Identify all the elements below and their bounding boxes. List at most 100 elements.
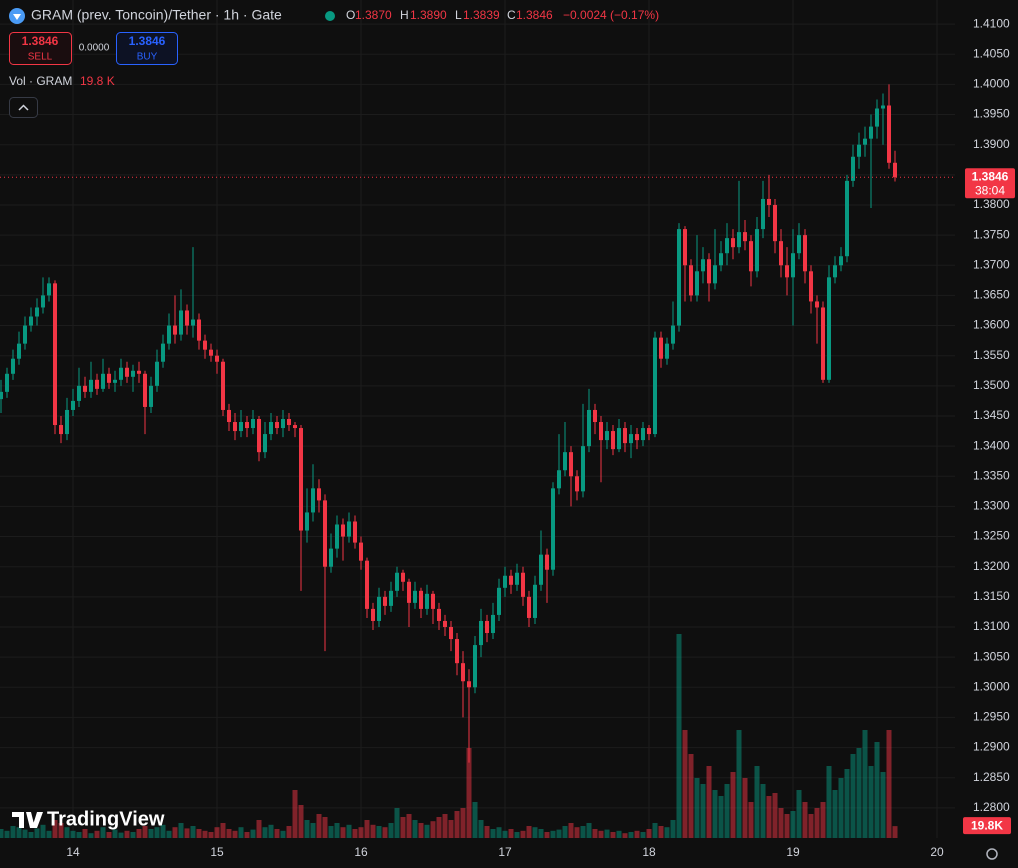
y-tick-label: 1.4100 (973, 16, 1010, 30)
collapse-button[interactable] (9, 97, 38, 118)
candle-body (641, 428, 645, 441)
candle-body (299, 428, 303, 531)
volume-bar (850, 754, 856, 838)
candle-body (209, 349, 213, 356)
y-tick-label: 1.3350 (973, 468, 1010, 482)
volume-bar (736, 730, 742, 838)
volume-bar (472, 802, 478, 838)
volume-bar (526, 826, 532, 838)
volume-badge (963, 817, 1011, 835)
volume-bar (280, 830, 286, 838)
candle-body (503, 575, 507, 588)
y-tick-label: 1.3100 (973, 619, 1010, 633)
buy-button[interactable] (116, 32, 178, 65)
candle-body (113, 379, 117, 383)
volume-bar (106, 832, 112, 838)
sell-button[interactable] (9, 32, 72, 65)
volume-bar (34, 828, 40, 838)
volume-bar (346, 824, 352, 838)
candle-body (35, 307, 39, 317)
candle-body (863, 138, 867, 145)
candle-body (581, 446, 585, 492)
candle-body (221, 361, 225, 410)
volume-pane (0, 634, 898, 838)
y-tick-label: 1.3200 (973, 559, 1010, 573)
candle-body (893, 162, 897, 178)
volume-bar (700, 784, 706, 838)
candle-body (287, 419, 291, 426)
candle-body (173, 325, 177, 335)
volume-bar (430, 821, 436, 838)
candle-body (71, 400, 75, 410)
candle-body (473, 645, 477, 688)
candle-body (887, 105, 891, 163)
volume-bar (0, 829, 4, 838)
candle-body (449, 626, 453, 640)
volume-bar (838, 778, 844, 838)
x-tick-label: 19 (786, 845, 800, 859)
volume-bar (796, 790, 802, 838)
candle-body (569, 452, 573, 477)
y-tick-label: 1.2950 (973, 710, 1010, 724)
volume-bar (826, 766, 832, 838)
volume-bar (874, 742, 880, 838)
candle-body (683, 229, 687, 266)
candle-body (521, 572, 525, 597)
candle-body (851, 156, 855, 181)
volume-bar (328, 826, 334, 838)
candle-body (563, 452, 567, 471)
candle-body (245, 422, 249, 429)
candle-body (797, 235, 801, 254)
volume-bar (748, 802, 754, 838)
candle-body (533, 584, 537, 618)
logo-text: TradingView (47, 808, 165, 830)
candle-body (95, 379, 99, 389)
volume-bar (832, 790, 838, 838)
volume-bar (52, 820, 58, 838)
volume-bar (892, 826, 898, 838)
candle-body (29, 316, 33, 326)
candle-body (341, 524, 345, 537)
candle-body (371, 608, 375, 621)
symbol-title[interactable]: GRAM (prev. Toncoin)/Tether · 1h · Gate (31, 7, 282, 23)
candle-body (5, 373, 9, 392)
volume-bar (376, 826, 382, 838)
y-tick-label: 1.3800 (973, 197, 1010, 211)
axes: 1.2800 1.2850 1.2900 1.2950 1.3000 1.3050 1.31… (0, 16, 1015, 859)
candle-body (611, 431, 615, 450)
candle-body (143, 373, 147, 407)
candle-body (857, 144, 861, 157)
ohlc-key: H (400, 8, 409, 22)
candle-body (23, 325, 27, 344)
volume-bar (730, 772, 736, 838)
y-tick-label: 1.3550 (973, 348, 1010, 362)
settings-icon[interactable] (986, 848, 998, 860)
candle-body (11, 358, 15, 374)
volume-bar (424, 824, 430, 838)
candle-body (665, 343, 669, 359)
candle-body (557, 470, 561, 489)
ohlc-value: 1.3846 (516, 8, 553, 22)
candle-body (215, 355, 219, 362)
candle-body (437, 608, 441, 621)
candle-body (677, 229, 681, 326)
candle-body (263, 434, 267, 453)
volume-bar (352, 829, 358, 838)
candle-body (377, 596, 381, 621)
volume-bar (550, 830, 556, 838)
volume-bar (232, 830, 238, 838)
volume-bar (568, 823, 574, 838)
volume-bar (868, 766, 874, 838)
candle-body (137, 370, 141, 374)
candle-body (203, 340, 207, 350)
y-tick-label: 1.3250 (973, 529, 1010, 543)
candle-body (83, 385, 87, 392)
volume-bar (292, 790, 298, 838)
volume-bar (4, 830, 10, 838)
volume-bar (562, 826, 568, 838)
candle-body (737, 232, 741, 248)
volume-legend-name[interactable]: Vol · GRAM (9, 74, 72, 88)
volume-bar (658, 826, 664, 838)
candle-body (773, 204, 777, 242)
volume-bar (244, 832, 250, 838)
